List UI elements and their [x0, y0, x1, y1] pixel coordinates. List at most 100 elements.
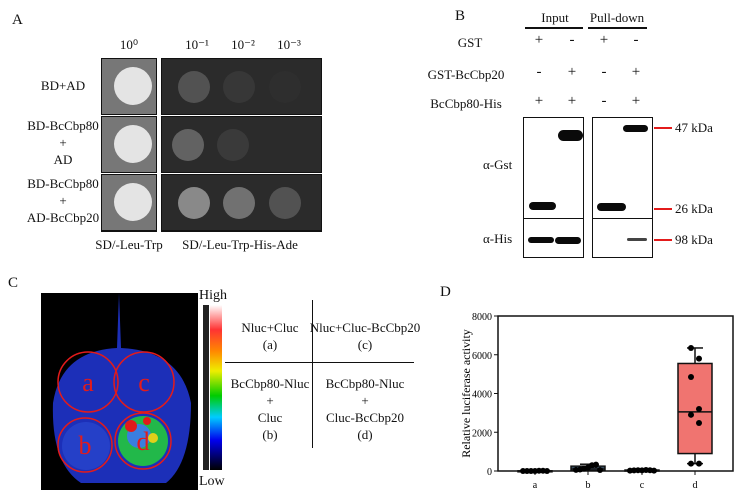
sign-mark: +: [534, 32, 544, 48]
marker-label: 47 kDa: [675, 120, 713, 135]
strain-label: BD-BcCbp80: [27, 118, 99, 133]
panel-d-label: D: [440, 284, 451, 300]
plate-selective: [161, 58, 322, 115]
data-point: [688, 344, 694, 351]
combination-label: (a): [262, 337, 278, 352]
panel-c-label: C: [8, 275, 19, 291]
blot-input-gst: [523, 117, 584, 219]
strain-label: AD: [53, 152, 73, 167]
dilution-label: 10⁰: [119, 37, 139, 52]
group-label-input: Input: [541, 10, 569, 25]
medium-label: SD/-Leu-Trp-His-Ade: [182, 237, 298, 252]
yeast-colony: [223, 187, 255, 219]
combination-label: +: [361, 393, 369, 408]
yeast-colony: [217, 129, 249, 161]
yeast-colony: [269, 187, 301, 219]
data-point: [696, 419, 702, 426]
panel-a-label: A: [12, 12, 23, 28]
medium-label: SD/-Leu-Trp: [95, 237, 163, 252]
y-tick-label: 8000: [472, 312, 492, 323]
sign-mark: -: [569, 32, 575, 48]
construct-label: BcCbp80-His: [430, 96, 502, 111]
combination-label: (b): [262, 427, 278, 442]
y-axis-label: Relative luciferase activity: [459, 329, 473, 458]
y-tick-label: 6000: [472, 351, 492, 362]
plate-nonselective: [101, 58, 157, 115]
scale-low-label: Low: [199, 474, 225, 489]
sign-mark: +: [567, 93, 577, 109]
spot-label: d: [137, 427, 150, 456]
dilution-label: 10⁻³: [277, 37, 301, 52]
plate-nonselective: [101, 116, 157, 173]
blot-input-his: [523, 218, 584, 258]
data-point: [688, 374, 694, 381]
blot-pulldown-gst: [592, 117, 653, 219]
strain-label: BD-BcCbp80: [27, 176, 99, 191]
yeast-colony: [263, 129, 295, 161]
luciferase-boxplot: 0 2000 4000 6000 8000 Relative luciferase act…: [459, 312, 734, 491]
data-point: [696, 355, 702, 362]
data-point: [593, 461, 599, 468]
strain-label: BD+AD: [40, 78, 86, 93]
sign-mark: -: [601, 93, 607, 109]
yeast-colony: [178, 71, 210, 103]
x-tick-label: c: [640, 480, 645, 491]
panel-b-label: B: [455, 8, 466, 24]
data-point: [696, 460, 702, 467]
y-tick-label: 0: [487, 467, 492, 478]
sign-mark: +: [567, 64, 577, 80]
color-scale-bar: [210, 305, 222, 470]
spot-label: b: [79, 431, 92, 460]
combination-label: Cluc: [257, 410, 283, 425]
combination-label: Nluc+Cluc-BcCbp20: [309, 320, 421, 335]
y-tick-label: 4000: [472, 390, 492, 401]
yeast-colony: [223, 71, 255, 103]
marker-label: 26 kDa: [675, 201, 713, 216]
antibody-label: α-His: [483, 231, 513, 246]
yeast-colony: [114, 183, 152, 221]
sign-mark: -: [633, 32, 639, 48]
dilution-label: 10⁻²: [231, 37, 255, 52]
yeast-colony: [172, 129, 204, 161]
combination-label: BcCbp80-Nluc: [230, 376, 310, 391]
yeast-colony: [178, 187, 210, 219]
combination-label: (d): [357, 427, 373, 442]
plate-nonselective: [101, 174, 157, 231]
scale-high-label: High: [199, 288, 227, 303]
strain-label: +: [59, 193, 67, 208]
construct-label: GST: [457, 35, 483, 50]
box: [677, 362, 713, 455]
spot-label: a: [82, 368, 94, 397]
combination-label: Cluc-BcCbp20: [326, 410, 404, 425]
y-tick-label: 2000: [472, 428, 492, 439]
data-point: [696, 406, 702, 412]
sign-mark: +: [631, 93, 641, 109]
sign-mark: +: [631, 64, 641, 80]
spot-label: c: [138, 368, 150, 397]
strain-label: +: [59, 135, 67, 150]
yeast-colony: [114, 125, 152, 163]
group-label-pulldown: Pull-down: [589, 10, 645, 25]
sign-mark: +: [534, 93, 544, 109]
blot-pulldown-his: [592, 218, 653, 258]
antibody-label: α-Gst: [483, 157, 513, 172]
data-point: [544, 468, 550, 474]
yeast-colony: [114, 67, 152, 105]
data-point: [651, 467, 657, 474]
x-tick-label: d: [693, 480, 698, 491]
yeast-colony: [269, 71, 301, 103]
luminescence-leaf-image: a c b d: [41, 293, 198, 490]
data-point: [688, 411, 694, 418]
sign-mark: -: [601, 64, 607, 80]
marker-label: 98 kDa: [675, 232, 713, 247]
combination-label: +: [266, 393, 274, 408]
combination-label: BcCbp80-Nluc: [325, 376, 405, 391]
combination-label: Nluc+Cluc: [241, 320, 299, 335]
dilution-label: 10⁻¹: [185, 37, 209, 52]
sign-mark: -: [536, 64, 542, 80]
construct-label: GST-BcCbp20: [427, 67, 505, 82]
data-point: [597, 467, 603, 474]
combination-label: (c): [357, 337, 373, 352]
plate-selective: [161, 116, 322, 173]
